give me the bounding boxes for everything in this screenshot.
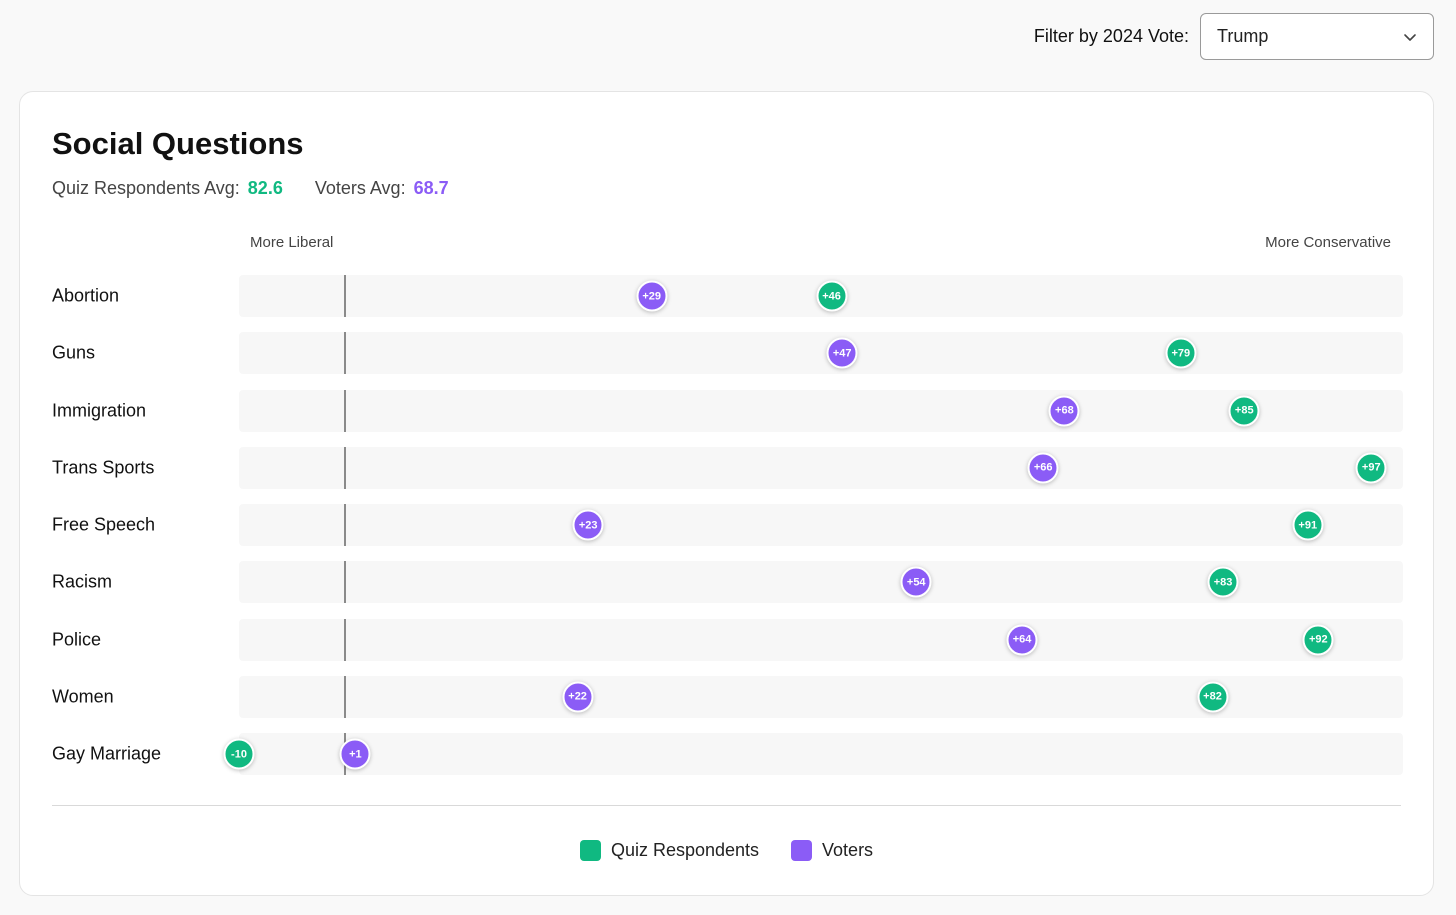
point-quiz-respondents-abortion: +46 <box>816 280 848 312</box>
axis-label-liberal: More Liberal <box>250 234 334 251</box>
row-track-immigration <box>239 389 1403 432</box>
point-voters-guns: +47 <box>826 337 858 369</box>
averages: Quiz Respondents Avg: 82.6 Voters Avg: 68.… <box>52 178 449 199</box>
point-quiz-respondents-free-speech: +91 <box>1292 509 1324 541</box>
row-track-women <box>239 675 1403 718</box>
divider <box>52 805 1401 806</box>
row-label-abortion: Abortion <box>52 285 120 306</box>
point-voters-racism: +54 <box>900 566 932 598</box>
legend-item-quiz: Quiz Respondents <box>579 840 760 861</box>
voters-avg: Voters Avg: 68.7 <box>315 178 449 199</box>
row-label-immigration: Immigration <box>52 400 147 420</box>
point-voters-abortion: +29 <box>636 280 668 312</box>
legend: Quiz Respondents Voters <box>20 840 1433 861</box>
quiz-avg-label: Quiz Respondents Avg: <box>52 178 240 198</box>
zero-line <box>343 389 346 432</box>
row-label-free-speech: Free Speech <box>52 514 156 535</box>
quiz-avg: Quiz Respondents Avg: 82.6 <box>52 178 283 199</box>
vote-filter: Filter by 2024 Vote: Trump <box>1034 13 1434 60</box>
filter-label: Filter by 2024 Vote: <box>1033 26 1189 46</box>
row-label-racism: Racism <box>52 571 113 592</box>
row-label-police: Police <box>52 629 102 649</box>
vote-filter-value: Trump <box>1217 26 1269 46</box>
row-track-free-speech <box>239 504 1403 546</box>
zero-line <box>343 618 346 661</box>
axis-label-conservative: More Conservative <box>1265 234 1391 251</box>
legend-label-quiz: Quiz Respondents <box>610 840 760 860</box>
point-quiz-respondents-immigration: +85 <box>1228 395 1260 426</box>
point-voters-police: +64 <box>1006 624 1038 655</box>
voters-avg-label: Voters Avg: <box>314 178 406 198</box>
vote-filter-select[interactable]: Trump <box>1200 13 1434 60</box>
zero-line <box>343 561 346 604</box>
point-quiz-respondents-guns: +79 <box>1165 337 1197 369</box>
row-label-gay-marriage: Gay Marriage <box>52 743 162 764</box>
point-quiz-respondents-women: +82 <box>1197 681 1229 713</box>
quiz-avg-value: 82.6 <box>247 178 283 198</box>
row-track-guns <box>239 332 1403 375</box>
point-voters-immigration: +68 <box>1048 395 1080 426</box>
row-track-police <box>239 618 1403 661</box>
voters-avg-value: 68.7 <box>413 178 449 198</box>
legend-item-voters: Voters <box>791 840 873 861</box>
zero-line <box>343 275 346 317</box>
row-track-gay-marriage <box>239 733 1403 775</box>
point-voters-women: +22 <box>562 681 594 713</box>
row-label-guns: Guns <box>52 342 96 363</box>
chevron-down-icon <box>1403 30 1417 44</box>
legend-label-voters: Voters <box>822 840 874 860</box>
point-voters-gay-marriage: +1 <box>339 738 371 770</box>
legend-swatch-voters <box>791 840 813 861</box>
point-voters-trans-sports: +66 <box>1027 452 1059 484</box>
zero-line <box>343 446 346 489</box>
point-quiz-respondents-gay-marriage: -10 <box>223 738 255 770</box>
chart-card: Social Questions Quiz Respondents Avg: 82… <box>19 91 1434 896</box>
point-voters-free-speech: +23 <box>572 509 604 541</box>
point-quiz-respondents-police: +92 <box>1302 624 1334 655</box>
row-label-trans-sports: Trans Sports <box>52 457 155 478</box>
zero-line <box>343 504 346 546</box>
chart-rows: Abortion Guns Immigration Trans Sports Free … <box>20 92 1433 895</box>
zero-line <box>343 675 346 718</box>
point-quiz-respondents-racism: +83 <box>1207 566 1239 598</box>
chart-title: Social Questions <box>52 126 304 161</box>
legend-swatch-quiz <box>579 840 601 861</box>
zero-line <box>343 332 346 375</box>
row-label-women: Women <box>52 686 114 707</box>
point-quiz-respondents-trans-sports: +97 <box>1355 452 1387 484</box>
row-track-trans-sports <box>239 446 1403 489</box>
